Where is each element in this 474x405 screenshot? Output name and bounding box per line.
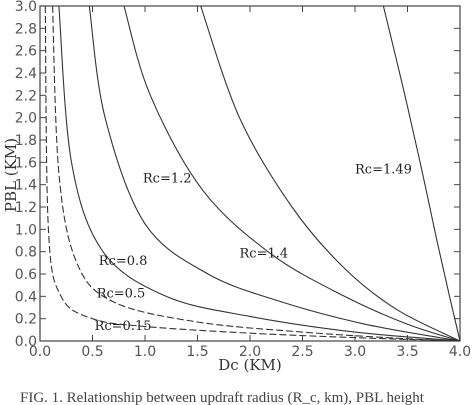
y-tick-label: 3.0 xyxy=(15,0,37,15)
y-tick-label: 1.2 xyxy=(15,200,37,216)
y-tick-label: 1.4 xyxy=(15,178,37,194)
y-tick-label: 2.8 xyxy=(15,21,37,37)
y-axis-label: PBL (KM) xyxy=(2,138,20,212)
curve-label: Rc=0.5 xyxy=(97,286,146,301)
curve-label: Rc=1.49 xyxy=(355,163,412,178)
curve-label: Rc=0.15 xyxy=(95,319,152,334)
series-line xyxy=(52,5,461,342)
series-line xyxy=(44,5,461,342)
y-tick-label: 1.8 xyxy=(15,133,37,149)
y-tick-label: 0.2 xyxy=(15,312,37,328)
series-line xyxy=(88,5,461,342)
x-tick-label: 1.5 xyxy=(186,344,208,360)
curve-label: Rc=1.2 xyxy=(143,171,192,186)
y-tick-label: 0.4 xyxy=(15,289,37,305)
curve-labels: Rc=0.15 Rc=0.5 Rc=0.8 Rc=1.2 Rc=1.4 Rc=1.49 xyxy=(95,163,412,334)
y-axis: 0.0 0.2 0.4 0.6 0.8 1.0 1.2 1.4 1.6 1.8 2.0 2.2 2.4 2… xyxy=(15,0,460,350)
y-tick-label: 2.0 xyxy=(15,111,37,127)
curve-label: Rc=1.4 xyxy=(240,246,289,261)
curves xyxy=(44,5,461,342)
y-tick-label: 0.8 xyxy=(15,245,37,261)
series-line xyxy=(58,5,461,342)
y-tick-label: 1.0 xyxy=(15,222,37,238)
x-tick-label: 2.5 xyxy=(291,344,313,360)
x-axis-label: Dc (KM) xyxy=(218,356,281,374)
figure-caption: FIG. 1. Relationship between updraft rad… xyxy=(20,390,425,405)
y-tick-label: 1.6 xyxy=(15,155,37,171)
y-tick-label: 0.6 xyxy=(15,267,37,283)
x-tick-label: 3.0 xyxy=(344,344,366,360)
y-tick-label: 0.0 xyxy=(15,334,37,350)
y-tick-label: 2.2 xyxy=(15,88,37,104)
x-tick-label: 0.5 xyxy=(81,344,103,360)
y-tick-label: 2.6 xyxy=(15,44,37,60)
y-tick-label: 2.4 xyxy=(15,66,37,82)
curve-label: Rc=0.8 xyxy=(99,254,148,269)
series-line xyxy=(123,5,461,342)
x-axis: 0.0 0.5 1.0 1.5 2.0 2.5 3.0 3.5 4.0 xyxy=(29,6,471,360)
x-tick-label: 3.5 xyxy=(396,344,418,360)
x-tick-label: 0.0 xyxy=(29,344,51,360)
series-line xyxy=(200,5,461,342)
series-line xyxy=(382,5,461,342)
x-tick-label: 4.0 xyxy=(449,344,471,360)
x-tick-label: 1.0 xyxy=(134,344,156,360)
x-tick-label: 2.0 xyxy=(239,344,261,360)
